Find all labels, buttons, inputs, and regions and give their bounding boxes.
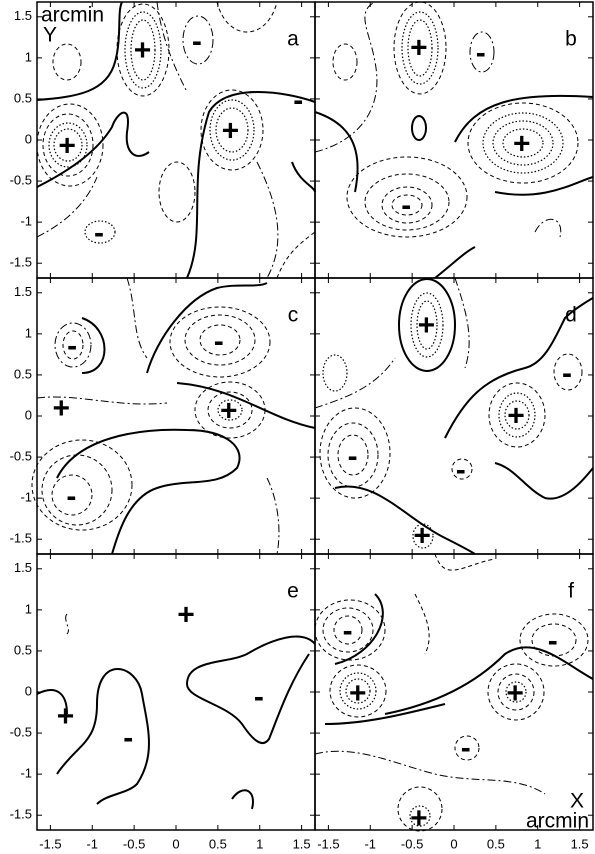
sign-marker: + [57,700,75,733]
x-tick-label: 0 [450,836,457,851]
y-tick-label: -1.5 [10,255,32,270]
y-tick-label: 0 [25,683,32,698]
panel-label: f [568,580,574,603]
panel-frame [314,1,594,279]
y-tick-label: 0 [25,407,32,422]
y-tick-label: 1.5 [14,284,32,299]
y-tick-label: 0 [25,131,32,146]
x-tick-label: 1.5 [571,836,589,851]
sign-marker: + [513,128,531,161]
contours-b [314,1,594,279]
sign-marker: + [53,392,71,425]
y-tick-label: 1 [25,49,32,64]
contours-a [36,1,316,279]
annotation: Y [43,24,57,47]
sign-marker: - [343,615,353,648]
sign-marker: - [476,36,486,69]
y-tick-label: 1.5 [14,560,32,575]
panel-label: d [565,304,577,327]
sign-marker: + [413,519,431,552]
x-tick-label: -1.5 [39,836,61,851]
y-tick-label: -1 [20,214,32,229]
y-tick-label: -0.5 [10,173,32,188]
x-tick-label: 0.5 [209,836,227,851]
sign-marker: - [293,84,303,117]
sign-marker: - [67,330,77,363]
x-tick-label: 0.5 [487,836,505,851]
sign-marker: - [66,480,76,513]
y-tick-label: -0.5 [10,449,32,464]
y-tick-label: 1 [25,601,32,616]
sign-marker: + [507,400,525,433]
sign-marker: + [410,802,428,835]
y-tick-label: 0.5 [14,366,32,381]
sign-marker: + [222,114,240,147]
contours-c [31,277,316,555]
sign-marker: + [58,129,76,162]
panel-label: e [287,580,299,603]
contours-f [314,553,594,832]
y-tick-label: -1.5 [10,531,32,546]
sign-marker: - [123,722,133,755]
x-tick-label: 1 [534,836,541,851]
sign-marker: + [418,309,436,342]
sign-marker: - [94,216,104,249]
x-tick-label: -1.5 [317,836,339,851]
sign-marker: - [348,440,358,473]
y-tick-label: 0.5 [14,90,32,105]
sign-marker: + [220,395,238,428]
panel-label: b [565,28,577,51]
sign-marker: - [562,357,572,390]
x-tick-label: -0.5 [123,836,145,851]
x-tick-label: -0.5 [401,836,423,851]
x-tick-label: 1 [256,836,263,851]
x-tick-label: 0 [172,836,179,851]
x-tick-label: 1.5 [293,836,311,851]
panel-label: a [287,28,299,51]
sign-marker: + [134,34,152,67]
y-tick-label: -0.5 [10,725,32,740]
y-tick-label: -1.5 [10,807,32,822]
sign-marker: + [410,32,428,65]
y-tick-label: 1 [25,325,32,340]
sign-marker: - [214,325,224,358]
contours-e [36,613,316,810]
y-tick-label: 1.5 [14,8,32,23]
sign-marker: - [456,454,466,487]
y-tick-label: -1 [20,766,32,781]
annotation: arcmin [526,810,589,833]
sign-marker: - [192,25,202,58]
sign-marker: - [461,731,471,764]
y-tick-label: 0.5 [14,642,32,657]
sign-marker: + [349,677,367,710]
x-tick-label: -1 [364,836,376,851]
x-tick-label: -1 [86,836,98,851]
y-tick-label: -1 [20,490,32,505]
panel-frame [36,1,316,279]
annotation: arcmin [41,4,104,27]
sign-marker: - [254,680,264,713]
sign-marker: - [401,189,411,222]
sign-marker: + [506,677,524,710]
sign-marker: - [548,625,558,658]
panel-frame [36,553,316,831]
panel-label: c [288,304,299,327]
annotation: X [570,790,584,813]
contours-d [314,277,594,555]
sign-marker: + [177,598,195,631]
